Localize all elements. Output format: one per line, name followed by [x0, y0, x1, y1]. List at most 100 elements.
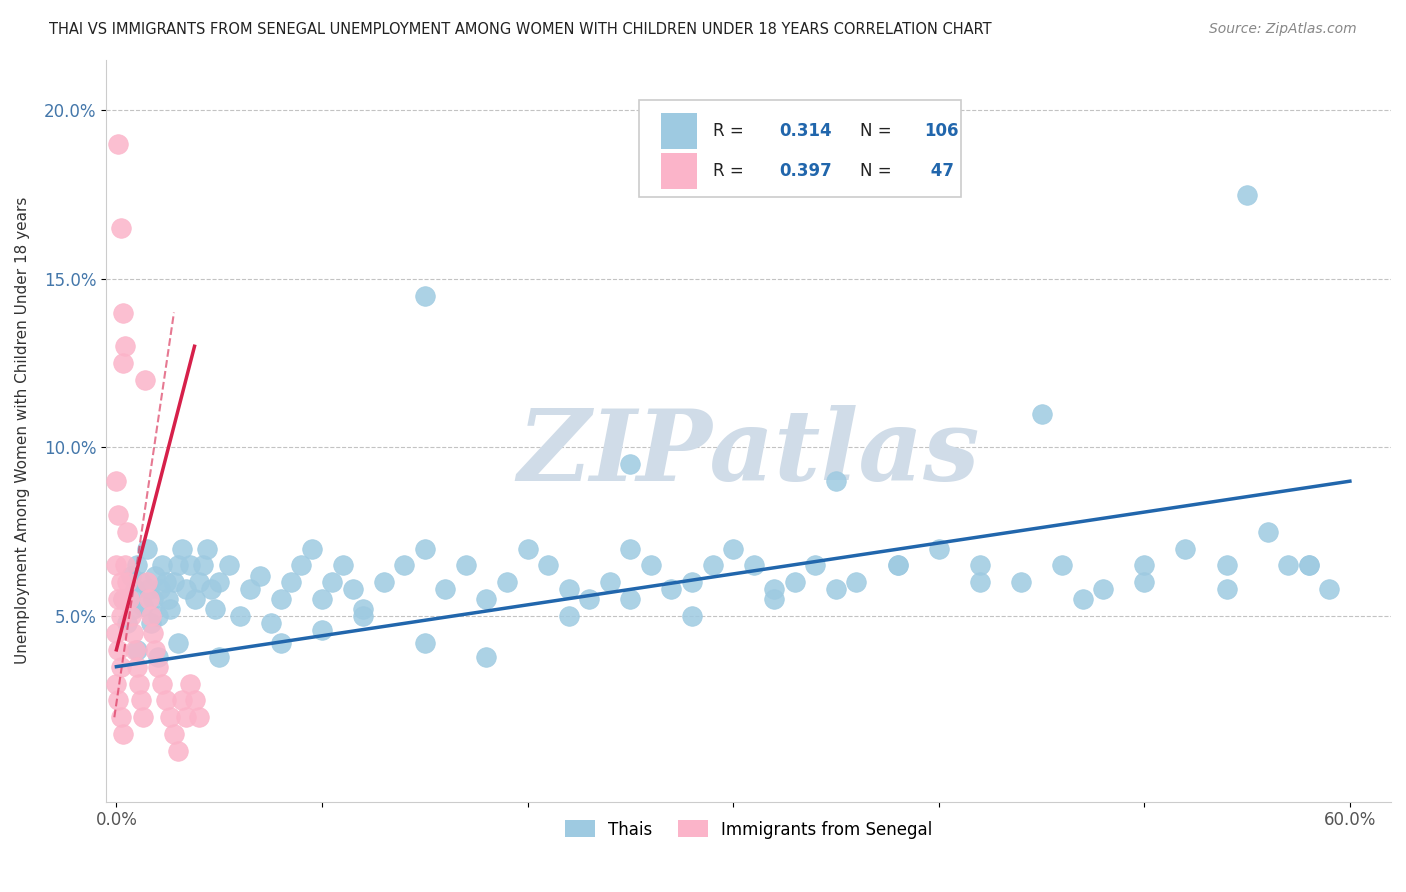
Point	[121, 602, 143, 616]
Point	[129, 693, 152, 707]
Point	[557, 582, 579, 596]
Point	[1133, 558, 1156, 573]
Point	[111, 592, 134, 607]
Point	[114, 558, 136, 573]
Point	[105, 626, 128, 640]
Point	[115, 615, 138, 630]
Point	[763, 592, 786, 607]
Point	[142, 626, 165, 640]
Text: N =: N =	[860, 122, 897, 140]
Point	[167, 558, 190, 573]
Point	[280, 575, 302, 590]
Point	[111, 356, 134, 370]
Point	[578, 592, 600, 607]
Point	[311, 623, 333, 637]
Text: 0.397: 0.397	[779, 161, 832, 180]
Point	[681, 609, 703, 624]
Point	[825, 582, 848, 596]
Point	[163, 727, 186, 741]
Point	[195, 541, 218, 556]
Text: R =: R =	[713, 161, 748, 180]
Point	[619, 458, 641, 472]
Point	[1257, 524, 1279, 539]
Point	[763, 582, 786, 596]
Point	[187, 575, 209, 590]
Point	[111, 592, 134, 607]
Text: 106: 106	[925, 122, 959, 140]
Point	[155, 693, 177, 707]
Point	[105, 558, 128, 573]
Point	[145, 642, 167, 657]
Point	[146, 609, 169, 624]
Point	[886, 558, 908, 573]
Point	[120, 568, 142, 582]
Point	[134, 373, 156, 387]
Point	[136, 575, 159, 590]
Point	[146, 649, 169, 664]
Point	[1215, 558, 1237, 573]
Point	[599, 575, 621, 590]
Point	[167, 636, 190, 650]
Point	[496, 575, 519, 590]
Point	[179, 676, 201, 690]
Point	[270, 636, 292, 650]
Point	[1174, 541, 1197, 556]
Point	[640, 558, 662, 573]
Point	[138, 592, 160, 607]
Point	[1277, 558, 1299, 573]
Point	[111, 727, 134, 741]
Point	[128, 676, 150, 690]
FancyBboxPatch shape	[640, 101, 960, 197]
Text: R =: R =	[713, 122, 748, 140]
Point	[352, 602, 374, 616]
Point	[413, 636, 436, 650]
Point	[475, 592, 498, 607]
Point	[187, 710, 209, 724]
Point	[163, 575, 186, 590]
Point	[845, 575, 868, 590]
Point	[129, 575, 152, 590]
Point	[105, 676, 128, 690]
Point	[114, 339, 136, 353]
Point	[145, 568, 167, 582]
Point	[969, 575, 991, 590]
Point	[179, 558, 201, 573]
Point	[107, 693, 129, 707]
Text: N =: N =	[860, 161, 897, 180]
Point	[159, 602, 181, 616]
Point	[208, 649, 231, 664]
Point	[969, 558, 991, 573]
Point	[155, 575, 177, 590]
Point	[239, 582, 262, 596]
Point	[111, 305, 134, 319]
Point	[321, 575, 343, 590]
Legend: Thais, Immigrants from Senegal: Thais, Immigrants from Senegal	[558, 814, 939, 846]
Text: Source: ZipAtlas.com: Source: ZipAtlas.com	[1209, 22, 1357, 37]
Point	[392, 558, 415, 573]
FancyBboxPatch shape	[661, 153, 697, 189]
Point	[825, 474, 848, 488]
Point	[342, 582, 364, 596]
Point	[886, 558, 908, 573]
Point	[218, 558, 240, 573]
Point	[110, 710, 132, 724]
Point	[107, 136, 129, 151]
Point	[1298, 558, 1320, 573]
Point	[118, 592, 141, 607]
Point	[142, 592, 165, 607]
Point	[141, 609, 163, 624]
Point	[557, 609, 579, 624]
Point	[124, 642, 146, 657]
Point	[115, 524, 138, 539]
Point	[156, 592, 179, 607]
Point	[150, 558, 173, 573]
Point	[138, 582, 160, 596]
Point	[454, 558, 477, 573]
Point	[1092, 582, 1115, 596]
Point	[136, 541, 159, 556]
Point	[1298, 558, 1320, 573]
Point	[619, 541, 641, 556]
Point	[141, 615, 163, 630]
Point	[204, 602, 226, 616]
Point	[172, 693, 194, 707]
